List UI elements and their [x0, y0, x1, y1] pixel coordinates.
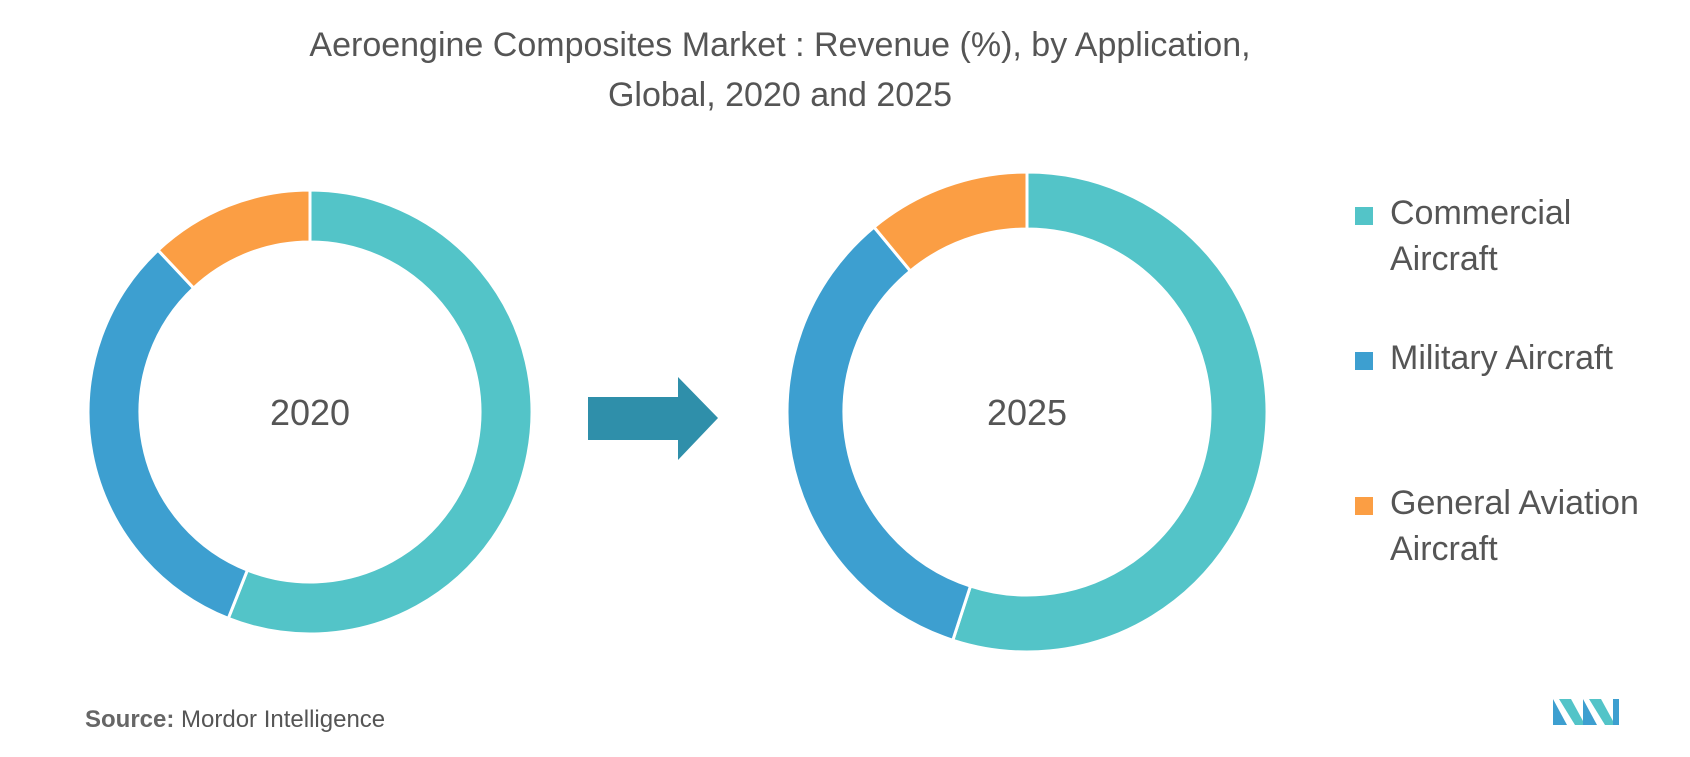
donut-segment-2025-military [785, 224, 973, 643]
donut-2025 [785, 170, 1269, 654]
legend-label-commercial-line-2: Aircraft [1390, 240, 1498, 278]
legend-label-military-line-1: Military Aircraft [1390, 339, 1613, 377]
donut-center-label-2020: 2020 [270, 392, 350, 433]
chart-title-line-1: Aeroengine Composites Market : Revenue (… [309, 26, 1251, 64]
chart-title: Aeroengine Composites Market : Revenue (… [0, 20, 1560, 120]
donut-segment-2020-military [86, 248, 250, 621]
donut-segment-2020-general-aviation [155, 188, 312, 291]
donut-segment-2025-commercial [950, 170, 1269, 654]
legend-label-general-aviation-line-1: General Aviation [1390, 484, 1639, 522]
legend-label-commercial-line-1: Commercial [1390, 194, 1572, 232]
source-text: Mordor Intelligence [174, 706, 386, 733]
donut-segment-2025-general-aviation [871, 170, 1029, 274]
donut-center-label-2025: 2025 [987, 392, 1067, 433]
legend-swatch-general-aviation [1355, 497, 1373, 515]
legend-label-general-aviation-line-2: Aircraft [1390, 530, 1498, 568]
mordor-logo-icon [1553, 699, 1619, 725]
chart-title-line-2: Global, 2020 and 2025 [607, 76, 953, 114]
arrow-icon [588, 377, 718, 460]
legend-label-commercial: Commercial Aircraft [1390, 190, 1690, 282]
legend-label-military: Military Aircraft [1390, 335, 1690, 381]
legend-swatch-military [1355, 352, 1373, 370]
legend-label-general-aviation: General Aviation Aircraft [1390, 480, 1690, 572]
legend-swatch-commercial [1355, 207, 1373, 225]
source-note: Source: Mordor Intelligence [85, 706, 385, 734]
donut-segment-2020-commercial [226, 188, 534, 636]
source-prefix: Source: [85, 706, 175, 733]
donut-2020 [86, 188, 534, 636]
